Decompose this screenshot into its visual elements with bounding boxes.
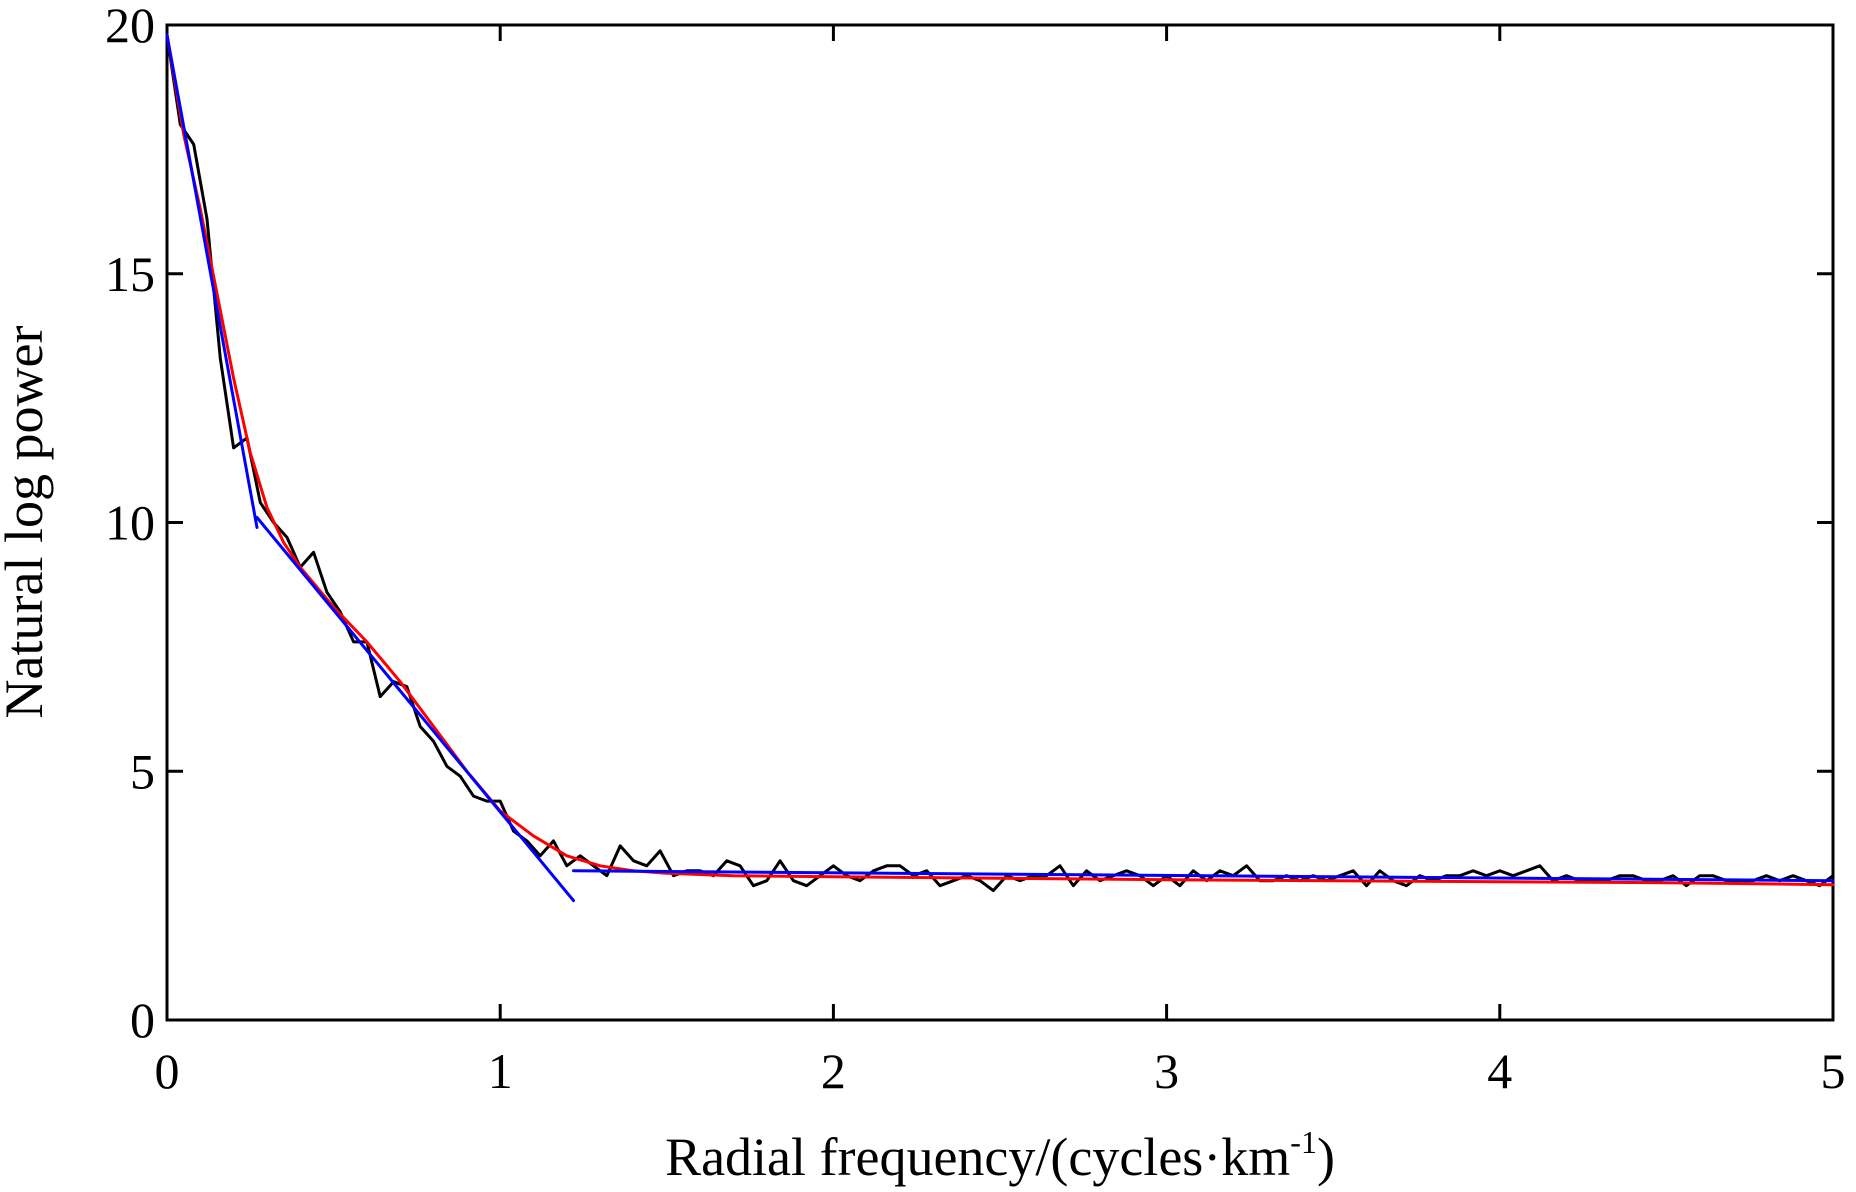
plot-frame (165, 23, 1835, 1022)
linear-fit-line (165, 33, 259, 529)
x-axis-title-tail: ) (1317, 1127, 1335, 1187)
fitted-curve-line (165, 33, 1835, 887)
linear-fit-line (572, 869, 1835, 883)
x-tick-label: 0 (155, 1043, 180, 1099)
linear-fit-line (255, 516, 575, 903)
y-tick-label: 15 (105, 246, 155, 302)
y-tick-label: 0 (130, 992, 155, 1048)
x-tick-label: 4 (1487, 1043, 1512, 1099)
x-axis-title-sup: -1 (1290, 1124, 1317, 1160)
x-tick-label: 1 (488, 1043, 513, 1099)
x-axis-title-main: Radial frequency/(cycles·km (665, 1127, 1290, 1187)
x-tick-label: 5 (1821, 1043, 1846, 1099)
series-group (165, 33, 1835, 903)
y-tick-label: 5 (130, 743, 155, 799)
observed-spectrum-line (165, 33, 1835, 893)
x-axis-title: Radial frequency/(cycles·km-1) (665, 1124, 1335, 1187)
axis-ticks (165, 23, 1835, 1022)
y-tick-label: 10 (105, 495, 155, 551)
x-tick-label: 3 (1154, 1043, 1179, 1099)
y-axis-title: Natural log power (0, 326, 54, 719)
x-tick-label: 2 (821, 1043, 846, 1099)
y-tick-label: 20 (105, 0, 155, 53)
tick-labels: 0 1 2 3 4 5 0 5 10 15 20 (105, 0, 1846, 1099)
